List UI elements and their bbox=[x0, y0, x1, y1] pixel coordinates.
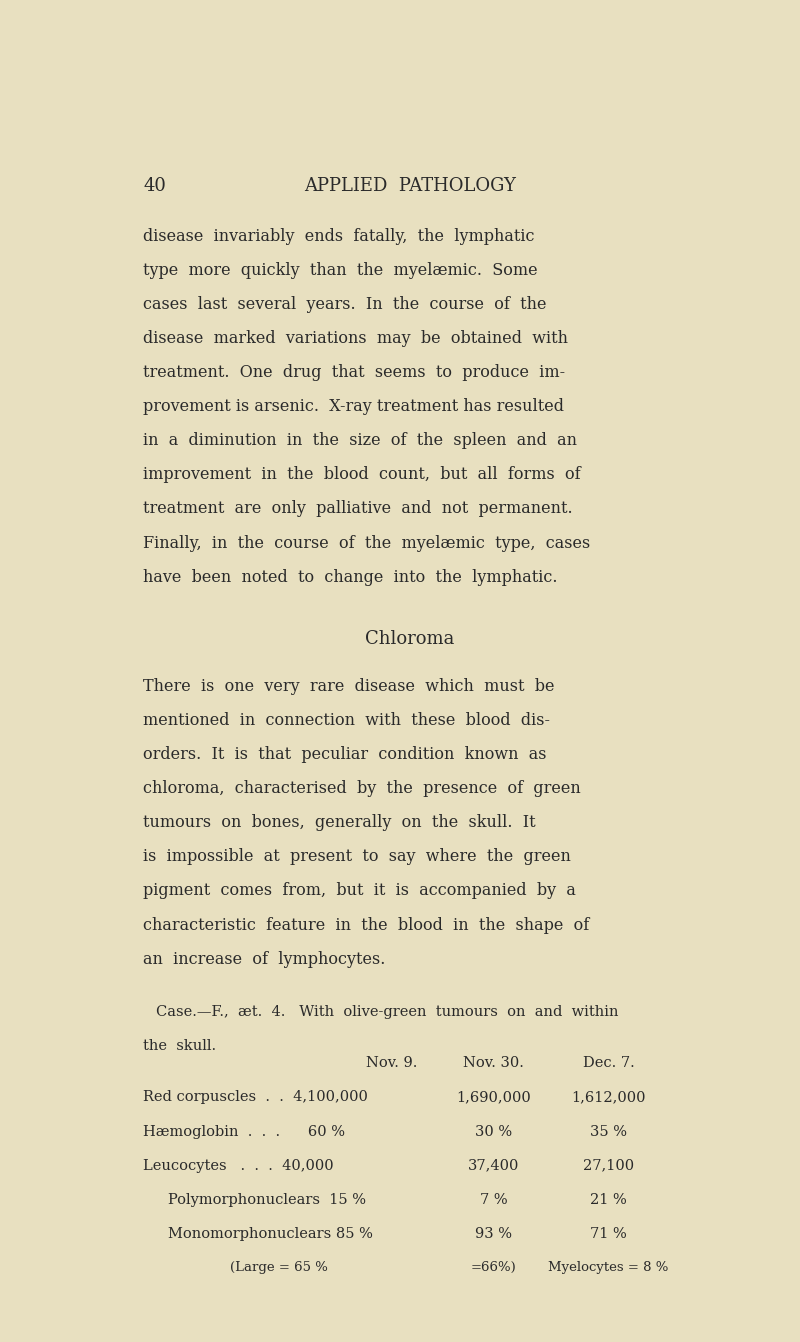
Text: mentioned  in  connection  with  these  blood  dis-: mentioned in connection with these blood… bbox=[143, 711, 550, 729]
Text: Dec. 7.: Dec. 7. bbox=[582, 1056, 634, 1071]
Text: 27,100: 27,100 bbox=[583, 1158, 634, 1173]
Text: Monomorphonuclears 85 %: Monomorphonuclears 85 % bbox=[168, 1227, 373, 1241]
Text: (Large = 65 %: (Large = 65 % bbox=[230, 1261, 328, 1274]
Text: 1,612,000: 1,612,000 bbox=[571, 1091, 646, 1104]
Text: in  a  diminution  in  the  size  of  the  spleen  and  an: in a diminution in the size of the splee… bbox=[143, 432, 578, 450]
Text: characteristic  feature  in  the  blood  in  the  shape  of: characteristic feature in the blood in t… bbox=[143, 917, 590, 934]
Text: an  increase  of  lymphocytes.: an increase of lymphocytes. bbox=[143, 950, 386, 968]
Text: the  skull.: the skull. bbox=[143, 1039, 217, 1053]
Text: tumours  on  bones,  generally  on  the  skull.  It: tumours on bones, generally on the skull… bbox=[143, 815, 536, 831]
Text: Case.—F.,  æt.  4.   With  olive-green  tumours  on  and  within: Case.—F., æt. 4. With olive-green tumour… bbox=[156, 1005, 618, 1019]
Text: disease  invariably  ends  fatally,  the  lymphatic: disease invariably ends fatally, the lym… bbox=[143, 228, 535, 244]
Text: Red corpuscles  .  .  4,100,000: Red corpuscles . . 4,100,000 bbox=[143, 1091, 368, 1104]
Text: type  more  quickly  than  the  myelæmic.  Some: type more quickly than the myelæmic. Som… bbox=[143, 262, 538, 279]
Text: Myelocytes = 8 %: Myelocytes = 8 % bbox=[548, 1261, 669, 1274]
Text: orders.  It  is  that  peculiar  condition  known  as: orders. It is that peculiar condition kn… bbox=[143, 746, 547, 764]
Text: 35 %: 35 % bbox=[590, 1125, 627, 1138]
Text: 1,690,000: 1,690,000 bbox=[456, 1091, 531, 1104]
Text: 71 %: 71 % bbox=[590, 1227, 626, 1241]
Text: 40: 40 bbox=[143, 177, 166, 195]
Text: is  impossible  at  present  to  say  where  the  green: is impossible at present to say where th… bbox=[143, 848, 571, 866]
Text: Nov. 30.: Nov. 30. bbox=[463, 1056, 524, 1071]
Text: 30 %: 30 % bbox=[475, 1125, 512, 1138]
Text: Nov. 9.: Nov. 9. bbox=[366, 1056, 417, 1071]
Text: 93 %: 93 % bbox=[475, 1227, 512, 1241]
Text: disease  marked  variations  may  be  obtained  with: disease marked variations may be obtaine… bbox=[143, 330, 568, 348]
Text: APPLIED  PATHOLOGY: APPLIED PATHOLOGY bbox=[304, 177, 516, 195]
Text: chloroma,  characterised  by  the  presence  of  green: chloroma, characterised by the presence … bbox=[143, 780, 581, 797]
Text: treatment  are  only  palliative  and  not  permanent.: treatment are only palliative and not pe… bbox=[143, 501, 573, 518]
Text: improvement  in  the  blood  count,  but  all  forms  of: improvement in the blood count, but all … bbox=[143, 467, 581, 483]
Text: 37,400: 37,400 bbox=[468, 1158, 519, 1173]
Text: pigment  comes  from,  but  it  is  accompanied  by  a: pigment comes from, but it is accompanie… bbox=[143, 883, 576, 899]
Text: 21 %: 21 % bbox=[590, 1193, 626, 1206]
Text: Hæmoglobin  .  .  .      60 %: Hæmoglobin . . . 60 % bbox=[143, 1125, 346, 1138]
Text: Chloroma: Chloroma bbox=[366, 631, 454, 648]
Text: 7 %: 7 % bbox=[480, 1193, 507, 1206]
Text: Finally,  in  the  course  of  the  myelæmic  type,  cases: Finally, in the course of the myelæmic t… bbox=[143, 534, 590, 552]
Text: provement is arsenic.  X-ray treatment has resulted: provement is arsenic. X-ray treatment ha… bbox=[143, 399, 565, 415]
Text: have  been  noted  to  change  into  the  lymphatic.: have been noted to change into the lymph… bbox=[143, 569, 558, 585]
Text: cases  last  several  years.  In  the  course  of  the: cases last several years. In the course … bbox=[143, 295, 547, 313]
Text: treatment.  One  drug  that  seems  to  produce  im-: treatment. One drug that seems to produc… bbox=[143, 364, 566, 381]
Text: Leucocytes   .  .  .  40,000: Leucocytes . . . 40,000 bbox=[143, 1158, 334, 1173]
Text: There  is  one  very  rare  disease  which  must  be: There is one very rare disease which mus… bbox=[143, 678, 555, 695]
Text: Polymorphonuclears  15 %: Polymorphonuclears 15 % bbox=[168, 1193, 366, 1206]
Text: =66%): =66%) bbox=[471, 1261, 517, 1274]
